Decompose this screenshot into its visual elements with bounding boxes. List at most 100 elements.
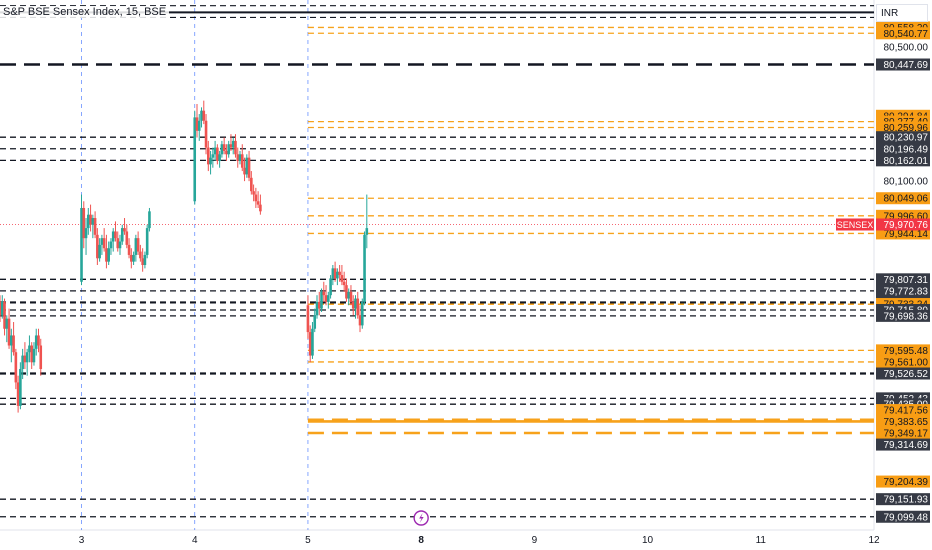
candle-body [195, 117, 199, 131]
x-tick-label: 10 [642, 535, 654, 546]
candle [100, 234, 104, 255]
candle [96, 228, 99, 265]
price-level-label-text: 80,447.69 [884, 60, 929, 71]
candle [16, 375, 20, 413]
candle-body [333, 268, 337, 279]
candle [252, 184, 255, 202]
currency-selector[interactable]: INR [876, 4, 928, 22]
price-level-label: 79,349.17 [876, 426, 930, 439]
candle [202, 100, 206, 125]
candle-body [21, 355, 24, 369]
candle-body [148, 211, 151, 229]
candle-body [111, 231, 115, 242]
candle-body [243, 167, 246, 175]
candle [14, 348, 18, 390]
price-level-label-bg [876, 273, 930, 286]
candle-body [236, 154, 240, 162]
candle [30, 342, 33, 369]
event-marker-icon[interactable] [413, 510, 429, 526]
candle-body [30, 345, 33, 363]
candle-body [123, 228, 126, 232]
candle [107, 241, 110, 265]
interval-label: 15 [125, 6, 138, 18]
price-level-label-text: 79,204.39 [884, 477, 929, 488]
candle [209, 150, 212, 175]
current-price-label: 79,970.76 [884, 220, 929, 231]
candle-body [306, 305, 310, 333]
candle [365, 194, 369, 249]
price-axis-label: 80,100.00 [884, 177, 929, 188]
candle [322, 281, 326, 302]
candle [39, 338, 43, 376]
candle [19, 362, 22, 410]
price-level-label-text: 79,099.48 [884, 512, 929, 523]
candle-body [93, 218, 97, 235]
candle-body [3, 301, 6, 329]
price-level-label-text: 79,595.48 [884, 346, 929, 357]
candle [313, 308, 317, 333]
candle [125, 224, 129, 249]
price-level-label-text: 79,944.14 [884, 229, 929, 240]
candle-body [240, 154, 244, 168]
candle [23, 342, 27, 369]
candle-body [87, 214, 90, 229]
candle [329, 275, 332, 299]
candle-body [12, 335, 15, 353]
price-level-label-bg [876, 27, 930, 40]
candle [216, 144, 219, 165]
price-level-label: 79,595.48 [876, 344, 930, 357]
candle-body [250, 177, 253, 192]
candle [308, 325, 312, 363]
candle [317, 291, 321, 316]
candle [114, 221, 117, 242]
candle-body [7, 318, 11, 346]
price-level-label-text: 79,772.83 [884, 286, 929, 297]
candle [333, 261, 337, 282]
candle-body [329, 278, 332, 296]
price-level-label-bg [876, 510, 930, 523]
price-level-label: 79,099.48 [876, 510, 930, 523]
event-marker-bolt [419, 513, 424, 523]
candle-body [34, 335, 38, 349]
candle [195, 103, 199, 138]
candle-body [80, 207, 83, 282]
candle [256, 191, 260, 208]
candle-body [252, 191, 255, 195]
candle-body [363, 234, 366, 302]
price-level-label: 79,417.56 [876, 404, 930, 417]
candle [98, 238, 101, 262]
price-level-label: 79,561.00 [876, 355, 930, 368]
candle-body [200, 110, 203, 121]
price-level-label-text: 79,996.60 [884, 211, 929, 222]
candle [363, 231, 366, 306]
candle-body [322, 291, 326, 296]
price-level-label: 80,162.01 [876, 154, 930, 167]
candle-body [204, 120, 208, 148]
candle-body [211, 154, 215, 158]
price-level-label: 80,447.69 [876, 58, 930, 71]
candle [340, 265, 344, 286]
price-level-label-text: 79,561.00 [884, 357, 929, 368]
candle-body [256, 201, 260, 205]
candle [218, 150, 221, 168]
candle-body [105, 248, 108, 262]
x-tick-label: 11 [756, 535, 767, 546]
candle-body [89, 214, 92, 225]
candle [231, 137, 235, 155]
candle [211, 147, 215, 168]
price-level-label-text: 79,526.52 [884, 369, 929, 380]
candle [204, 114, 208, 155]
candle [5, 315, 9, 343]
current-price-label-bg [876, 218, 930, 231]
candle-body [197, 120, 201, 131]
candle-body [245, 157, 249, 175]
candle [356, 291, 360, 319]
symbol-title[interactable]: S&P BSE Sensex Index, 15, BSE [0, 6, 170, 18]
candle [82, 201, 86, 249]
candle-body [127, 244, 131, 255]
candle-body [19, 368, 22, 406]
candle [213, 140, 217, 162]
price-level-label: 79,151.93 [876, 493, 930, 506]
candle [0, 295, 4, 319]
candle [32, 342, 36, 366]
